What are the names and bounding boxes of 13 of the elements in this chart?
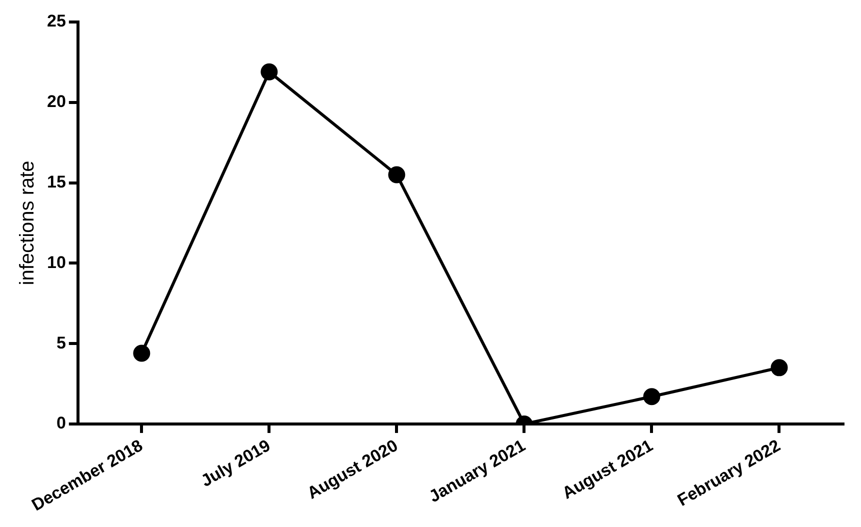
y-tick-label: 5 (56, 333, 66, 352)
y-tick-label: 0 (56, 414, 66, 433)
point (388, 166, 406, 184)
point (133, 344, 150, 362)
point (643, 388, 660, 406)
x-tick-label: July 2019 (198, 436, 274, 491)
y-tick-label: 10 (46, 252, 66, 272)
y-tick-label: 25 (46, 12, 66, 31)
y-tick-label: 15 (46, 172, 66, 192)
y-axis-title: infections rate (16, 160, 39, 286)
point (770, 359, 788, 376)
point (260, 63, 278, 80)
y-tick-label: 20 (46, 92, 66, 112)
